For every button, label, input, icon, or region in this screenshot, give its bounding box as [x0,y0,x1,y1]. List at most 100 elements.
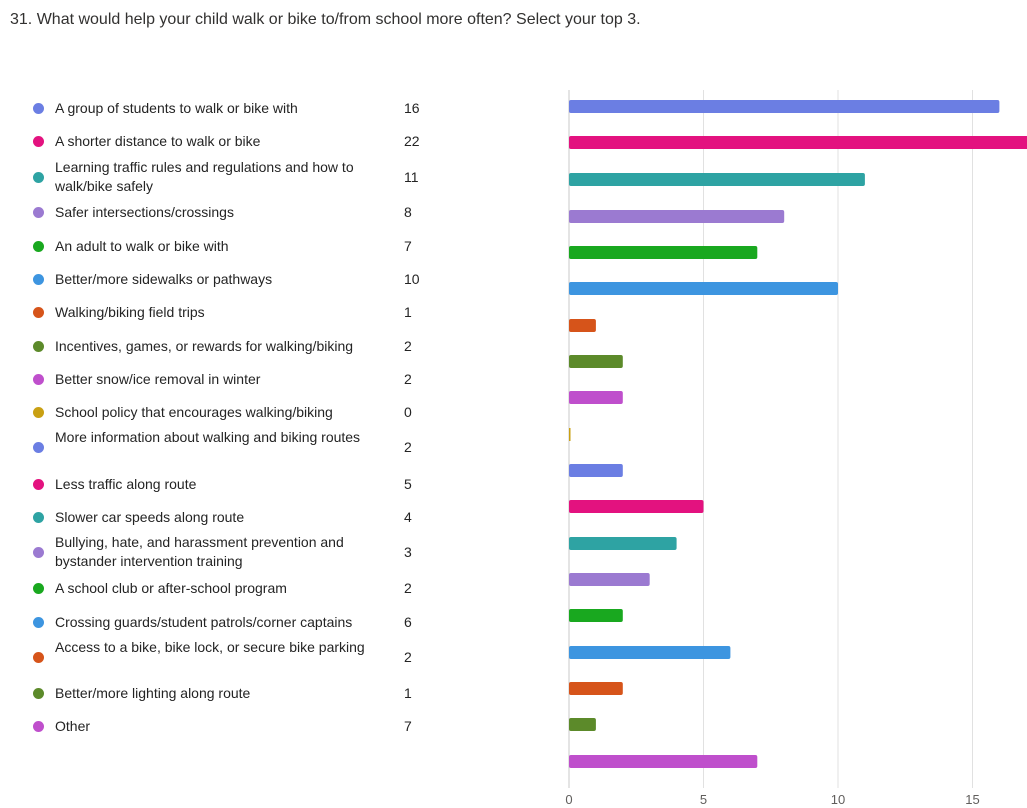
legend-count: 1 [404,684,412,701]
legend-item: A group of students to walk or bike with… [0,88,450,128]
legend-item: More information about walking and bikin… [0,427,450,467]
legend-dot-icon [33,135,44,147]
legend-dot-icon [33,687,44,699]
x-tick-label: 10 [831,792,845,807]
legend-count: 10 [404,270,420,287]
legend-dot-icon [33,406,44,418]
legend-dot-icon [33,546,44,558]
legend-dot-icon [33,273,44,285]
legend-item: Safer intersections/crossings 8 [0,192,450,232]
legend-item: School policy that encourages walking/bi… [0,392,450,432]
legend-label: A shorter distance to walk or bike [55,132,261,149]
legend-count: 2 [404,370,412,387]
bar[interactable] [569,100,1000,113]
legend-label: Better/more sidewalks or pathways [55,270,273,287]
bar[interactable] [569,136,1027,149]
legend-label: Slower car speeds along route [55,508,245,525]
legend-count: 2 [404,337,412,354]
x-tick-label: 0 [565,792,572,807]
bar[interactable] [569,755,758,768]
legend-label: Walking/biking field trips [55,303,205,320]
legend-count: 7 [404,237,412,254]
legend-count: 22 [404,132,420,149]
bar[interactable] [569,573,650,586]
legend: A group of students to walk or bike with… [0,0,450,808]
bar[interactable] [569,246,758,259]
legend-label: Incentives, games, or rewards for walkin… [55,337,354,354]
legend-count: 16 [404,99,420,116]
legend-label: A school club or after-school program [55,579,287,596]
legend-dot-icon [33,478,44,490]
bar[interactable] [569,682,623,695]
legend-label: Other [55,717,91,734]
x-tick-label: 15 [965,792,979,807]
legend-label: A group of students to walk or bike with [55,99,298,116]
legend-item: Less traffic along route 5 [0,464,450,504]
legend-item: Better/more lighting along route 1 [0,673,450,713]
legend-label: Bullying, hate, and harassment preventio… [55,534,344,569]
legend-count: 1 [404,303,412,320]
legend-count: 3 [404,543,412,560]
legend-dot-icon [33,171,44,183]
legend-count: 0 [404,403,412,420]
legend-item: Incentives, games, or rewards for walkin… [0,326,450,366]
legend-dot-icon [33,340,44,352]
legend-count: 8 [404,203,412,220]
bar[interactable] [569,646,731,659]
bar[interactable] [569,500,704,513]
bar[interactable] [569,355,623,368]
bar[interactable] [569,391,623,404]
legend-count: 6 [404,613,412,630]
bar[interactable] [569,428,571,441]
legend-item: Walking/biking field trips 1 [0,292,450,332]
bar[interactable] [569,718,596,731]
legend-dot-icon [33,206,44,218]
legend-dot-icon [33,102,44,114]
legend-count: 2 [404,648,412,665]
bar[interactable] [569,210,785,223]
legend-dot-icon [33,306,44,318]
legend-item: Other 7 [0,706,450,746]
legend-label: School policy that encourages walking/bi… [55,403,333,420]
legend-item: A shorter distance to walk or bike 22 [0,121,450,161]
legend-count: 5 [404,475,412,492]
legend-label: Safer intersections/crossings [55,203,234,220]
legend-label: Better/more lighting along route [55,684,251,701]
legend-label: Better snow/ice removal in winter [55,370,261,387]
legend-label: An adult to walk or bike with [55,237,229,254]
bar[interactable] [569,537,677,550]
legend-item: An adult to walk or bike with 7 [0,226,450,266]
legend-item: Better snow/ice removal in winter 2 [0,359,450,399]
bar[interactable] [569,282,838,295]
legend-label: Learning traffic rules and regulations a… [55,159,354,194]
legend-dot-icon [33,582,44,594]
legend-item: Learning traffic rules and regulations a… [0,157,450,197]
bar[interactable] [569,319,596,332]
legend-count: 7 [404,717,412,734]
legend-dot-icon [33,720,44,732]
legend-count: 2 [404,579,412,596]
legend-dot-icon [33,373,44,385]
legend-label: Access to a bike, bike lock, or secure b… [55,639,365,655]
legend-item: Bullying, hate, and harassment preventio… [0,532,450,572]
legend-count: 2 [404,438,412,455]
legend-label: Less traffic along route [55,475,197,492]
legend-item: Access to a bike, bike lock, or secure b… [0,637,450,677]
legend-dot-icon [33,616,44,628]
bar[interactable] [569,609,623,622]
legend-item: Slower car speeds along route 4 [0,497,450,537]
bar[interactable] [569,464,623,477]
legend-dot-icon [33,651,44,663]
legend-label: More information about walking and bikin… [55,429,361,445]
legend-dot-icon [33,240,44,252]
legend-count: 4 [404,508,412,525]
legend-item: Better/more sidewalks or pathways 10 [0,259,450,299]
legend-item: A school club or after-school program 2 [0,568,450,608]
question-title: 31. What would help your child walk or b… [10,11,641,28]
legend-label: Crossing guards/student patrols/corner c… [55,613,353,630]
legend-dot-icon [33,441,44,453]
bar[interactable] [569,173,865,186]
legend-count: 11 [404,168,419,185]
x-tick-label: 5 [700,792,707,807]
